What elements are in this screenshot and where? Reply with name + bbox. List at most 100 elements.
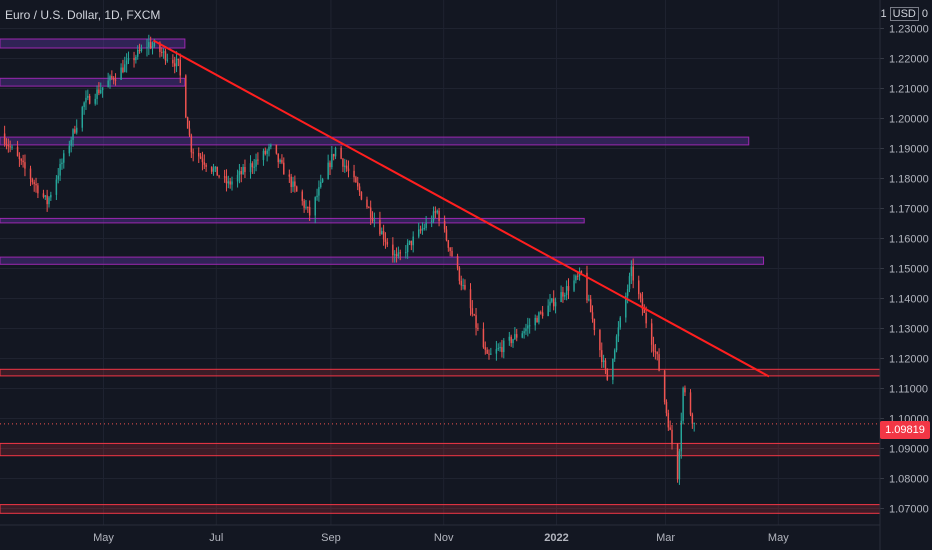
candle-body-down bbox=[283, 162, 285, 175]
candle-body-down bbox=[240, 171, 242, 175]
y-tick-label: 1.14000 bbox=[889, 294, 929, 306]
candle-body-up bbox=[214, 166, 217, 169]
candle-body-up bbox=[514, 334, 516, 340]
candle-body-up bbox=[101, 87, 104, 91]
candle-body-down bbox=[419, 229, 422, 231]
candle-body-down bbox=[650, 323, 653, 345]
candle-body-up bbox=[680, 420, 682, 452]
candle-body-up bbox=[423, 227, 426, 229]
candle-body-up bbox=[321, 179, 324, 182]
candle-body-down bbox=[684, 387, 686, 393]
candle-body-down bbox=[591, 312, 594, 320]
candle-body-down bbox=[449, 247, 451, 251]
candle-body-down bbox=[159, 42, 161, 52]
candle-body-down bbox=[382, 231, 385, 240]
support-resistance-zones[interactable] bbox=[0, 38, 881, 514]
candle-body-up bbox=[59, 164, 61, 176]
candle-body-down bbox=[205, 164, 207, 167]
x-tick-label: May bbox=[768, 532, 789, 544]
candle-body-down bbox=[379, 220, 381, 235]
candle-body-down bbox=[223, 176, 226, 178]
candle-body-up bbox=[549, 301, 551, 306]
candle-body-up bbox=[564, 295, 566, 297]
candle-body-down bbox=[601, 350, 603, 363]
time-axis[interactable]: May Jul Sep Nov 2022 Mar May bbox=[0, 524, 880, 544]
candle-body-down bbox=[652, 344, 655, 352]
candle-body-down bbox=[244, 166, 246, 173]
candle-body-down bbox=[203, 162, 206, 165]
candle-body-down bbox=[3, 133, 6, 145]
candle-body-down bbox=[667, 413, 670, 428]
candle-body-down bbox=[460, 280, 462, 286]
candle-body-up bbox=[162, 51, 165, 53]
candle-body-down bbox=[443, 220, 446, 230]
y-tick-label: 1.11000 bbox=[889, 384, 928, 396]
candle-body-down bbox=[29, 168, 32, 180]
candle-body-up bbox=[72, 129, 74, 140]
candle-body-down bbox=[74, 129, 76, 133]
candle-body-up bbox=[525, 328, 527, 332]
candle-body-down bbox=[133, 57, 135, 61]
candle-body-up bbox=[678, 451, 681, 480]
candle-body-down bbox=[663, 370, 666, 402]
candle-body-down bbox=[188, 128, 191, 136]
candle-body-up bbox=[100, 90, 102, 94]
candle-body-up bbox=[253, 166, 255, 168]
candle-body-up bbox=[327, 162, 329, 180]
candle-body-down bbox=[173, 63, 176, 67]
candle-body-up bbox=[153, 42, 156, 47]
candle-body-down bbox=[307, 206, 309, 208]
price-axis[interactable]: 1.23000 1.22000 1.21000 1.20000 1.19000 1.180… bbox=[879, 0, 929, 550]
candle-body-down bbox=[540, 312, 542, 314]
x-tick-label: May bbox=[93, 532, 114, 544]
red-zone bbox=[0, 504, 881, 514]
candle-body-up bbox=[613, 350, 616, 359]
price-scale-multiplier: 1 bbox=[880, 8, 887, 20]
candle-body-down bbox=[179, 59, 181, 76]
candle-body-down bbox=[277, 153, 279, 163]
candle-body-up bbox=[495, 349, 498, 354]
candle-body-down bbox=[456, 256, 459, 268]
candle-body-down bbox=[604, 360, 607, 369]
candle-body-down bbox=[218, 175, 220, 177]
price-scale-label[interactable]: 1 USD 0 bbox=[880, 7, 928, 21]
candle-body-up bbox=[124, 64, 126, 73]
x-tick-label: Jul bbox=[209, 532, 223, 544]
candle-body-down bbox=[471, 308, 474, 315]
candle-body-up bbox=[554, 302, 557, 307]
currency-badge[interactable]: USD bbox=[889, 7, 919, 21]
candle-body-up bbox=[617, 327, 620, 337]
y-tick-label: 1.13000 bbox=[889, 324, 929, 336]
candle-body-down bbox=[434, 211, 437, 213]
candle-body-up bbox=[136, 49, 139, 57]
candle-body-up bbox=[626, 289, 629, 296]
candle-body-down bbox=[632, 266, 634, 281]
candle-body-down bbox=[295, 186, 298, 192]
candle-body-up bbox=[693, 422, 695, 424]
candle-body-down bbox=[332, 154, 335, 157]
candle-body-up bbox=[547, 305, 549, 317]
y-tick-label: 1.16000 bbox=[889, 234, 929, 246]
y-tick-label: 1.12000 bbox=[889, 354, 929, 366]
candle-body-up bbox=[408, 240, 411, 244]
resistance-trendline[interactable] bbox=[152, 39, 770, 378]
y-tick-label: 1.21000 bbox=[889, 84, 929, 96]
candle-body-down bbox=[201, 158, 204, 163]
candle-body-up bbox=[499, 347, 501, 349]
trendline-layer[interactable] bbox=[152, 39, 770, 378]
candle-body-down bbox=[172, 59, 174, 64]
candle-body-down bbox=[31, 179, 34, 183]
candle-body-down bbox=[676, 444, 679, 480]
candle-body-down bbox=[358, 186, 361, 192]
y-tick-label: 1.15000 bbox=[889, 264, 929, 276]
candle-body-up bbox=[55, 179, 58, 195]
candle-body-down bbox=[567, 286, 570, 291]
y-tick-label: 1.23000 bbox=[889, 24, 929, 36]
candle-body-up bbox=[48, 197, 50, 205]
candle-body-up bbox=[497, 348, 499, 350]
candle-body-up bbox=[575, 275, 577, 281]
candle-body-down bbox=[469, 289, 472, 309]
candle-body-up bbox=[94, 98, 96, 104]
